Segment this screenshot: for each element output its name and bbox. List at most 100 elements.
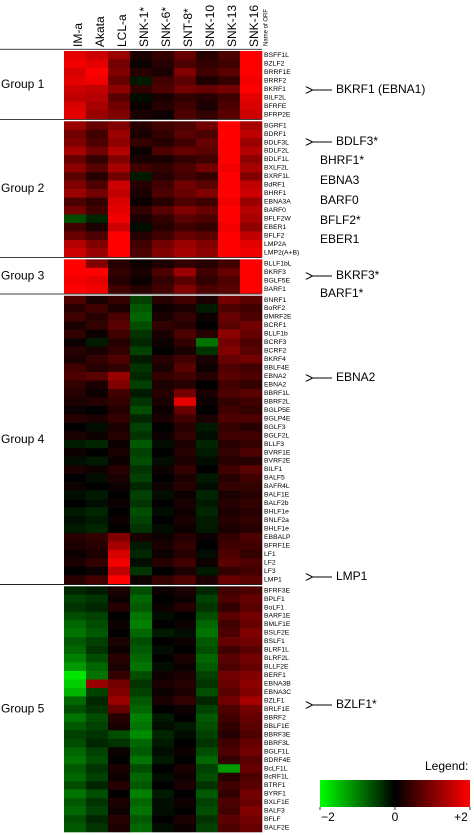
heatmap-cell [130,755,153,765]
annotation: LMP1 [336,569,368,583]
heatmap-cell [108,312,131,322]
heatmap-cell [218,84,241,94]
heatmap-cell [240,738,263,748]
heatmap-cell [240,59,263,69]
heatmap-cell [240,284,263,294]
heatmap-cell [174,248,197,258]
heatmap-cell [130,346,153,356]
heatmap-cell [240,637,263,646]
heatmap-cell [174,611,197,621]
heatmap-cell [196,405,219,415]
heatmap-cell [240,93,263,103]
heatmap-cell [218,422,241,432]
heatmap-cell [108,405,131,415]
heatmap-cell [174,730,197,740]
heatmap-cell [218,448,241,458]
heatmap-cell [130,231,153,241]
heatmap-cell [196,431,219,441]
heatmap-cell [64,482,87,491]
heatmap-cell [174,575,197,585]
heatmap-cell [174,380,197,390]
heatmap-cell [218,465,241,474]
heatmap-cell [152,259,175,269]
heatmap-cell [174,532,197,542]
heatmap-cell [174,516,197,525]
heatmap-cell [108,231,131,241]
heatmap-cell [240,781,263,790]
heatmap-cell [130,397,153,407]
heatmap-cell [64,267,87,277]
heatmap-cell [196,603,219,613]
annotation: BARF0 [320,193,359,207]
heatmap-cell [218,206,241,215]
heatmap-cell [152,304,175,313]
row-label: BDLF1L [264,156,289,163]
heatmap-cell [174,594,197,604]
heatmap-cell [174,798,197,807]
heatmap-cell [174,654,197,663]
heatmap-cell [152,713,175,723]
heatmap-cell [64,499,87,508]
heatmap-cell [240,380,263,390]
heatmap-cell [86,687,109,697]
heatmap-cell [240,180,263,190]
heatmap-cell [152,172,175,181]
row-label: BARF1E [264,613,291,620]
heatmap-cell [196,473,219,483]
row-label: BBRF3E [264,731,291,738]
heatmap-cell [130,541,153,551]
heatmap-cell [152,363,175,373]
heatmap-cell [108,163,131,173]
row-label: BFLF2 [264,232,285,239]
heatmap-cell [86,789,109,799]
heatmap-cell [130,110,153,120]
heatmap-cell [152,397,175,407]
heatmap-cell [64,679,87,689]
heatmap-cell [240,448,263,458]
heatmap-cell [108,189,131,198]
heatmap-cell [64,155,87,164]
heatmap-cell [86,138,109,147]
row-label: BRRF1E [264,69,291,76]
heatmap-cell [218,789,241,799]
heatmap-cell [86,448,109,458]
heatmap-cell [86,721,109,731]
heatmap-cell [196,267,219,277]
heatmap-cell [64,431,87,441]
heatmap-cell [86,51,109,60]
heatmap-cell [152,101,175,111]
heatmap-cell [218,456,241,466]
heatmap-cell [240,248,263,258]
heatmap-cell [240,101,263,111]
heatmap-cell [240,267,263,277]
heatmap-cell [218,473,241,483]
heatmap-cell [130,798,153,807]
heatmap-cell [196,448,219,458]
heatmap-cell [130,721,153,731]
heatmap-cell [152,628,175,638]
heatmap-cell [86,284,109,294]
heatmap-cell [108,259,131,269]
heatmap-cell [86,516,109,525]
heatmap-cell [152,465,175,474]
heatmap-cell [240,338,263,347]
group-label: Group 1 [1,77,45,91]
heatmap-cell [240,189,263,198]
heatmap-cell [196,456,219,466]
heatmap-cell [174,180,197,190]
heatmap-cell [130,566,153,576]
heatmap-cell [196,214,219,224]
heatmap-cell [240,575,263,585]
heatmap-cell [64,59,87,69]
heatmap-cell [130,355,153,364]
heatmap-cell [64,138,87,147]
row-label: BALF2E [264,825,290,832]
heatmap-cell [218,67,241,77]
heatmap-cell [196,414,219,424]
heatmap-cell [86,93,109,103]
heatmap-cell [108,93,131,103]
heatmap-cell [196,110,219,120]
heatmap-cell [64,798,87,807]
heatmap-cell [130,295,153,305]
heatmap-cell [64,764,87,773]
